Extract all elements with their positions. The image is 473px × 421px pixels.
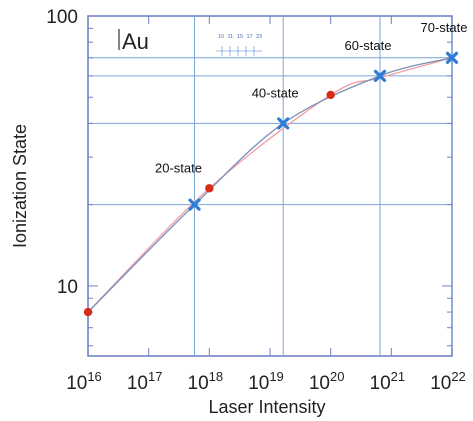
- dot-marker: [326, 90, 335, 100]
- x-marker: [445, 51, 459, 64]
- inset-label: 15: [237, 34, 243, 40]
- x-tick-exponent: 21: [391, 369, 405, 384]
- y-tick-labels: 10 100: [46, 7, 78, 298]
- panel-label: Au: [122, 29, 149, 54]
- dot-marker: [83, 307, 93, 317]
- point-label: 70-state: [421, 20, 468, 35]
- fit-curves: [87, 57, 453, 313]
- x-tick-base: 10: [370, 373, 391, 394]
- x-tick-label: 1022: [430, 369, 466, 394]
- x-tick-base: 10: [430, 373, 451, 394]
- x-tick-base: 10: [248, 373, 269, 394]
- x-axis-label: Laser Intensity: [208, 397, 325, 417]
- x-tick-exponent: 22: [451, 369, 465, 384]
- x-marker-stroke: [188, 198, 201, 211]
- reference-lines: [88, 16, 453, 356]
- point-label: 60-state: [344, 38, 391, 53]
- y-axis-label: Ionization State: [10, 124, 30, 248]
- x-tick-label: 1021: [370, 369, 406, 394]
- x-tick-exponent: 17: [148, 369, 162, 384]
- x-tick-exponent: 20: [330, 369, 344, 384]
- x-tick-exponent: 19: [269, 369, 283, 384]
- x-tick-label: 1018: [188, 369, 224, 394]
- inset-label: 17: [247, 34, 253, 40]
- x-tick-base: 10: [309, 373, 330, 394]
- x-tick-base: 10: [127, 373, 148, 394]
- x-marker-stroke: [445, 51, 459, 64]
- x-tick-label: 1020: [309, 369, 345, 394]
- x-tick-exponent: 16: [87, 369, 101, 384]
- x-tick-label: 1016: [66, 369, 102, 394]
- point-label: 40-state: [252, 85, 299, 100]
- x-marker-stroke: [373, 69, 387, 82]
- inset-labels: 10 11 15 17 23: [218, 34, 262, 40]
- x-tick-base: 10: [188, 373, 209, 394]
- inset-label: 11: [228, 34, 234, 40]
- red-series-curve: [87, 57, 453, 313]
- x-marker: [188, 198, 201, 211]
- data-markers: [83, 51, 459, 317]
- y-tick-label: 100: [46, 7, 78, 28]
- x-tick-labels: 1016 1017 1018 1019 1020 1021 1022: [66, 369, 466, 394]
- x-marker: [277, 117, 290, 130]
- x-tick-label: 1019: [248, 369, 284, 394]
- blue-series-curve: [87, 57, 453, 313]
- y-tick-label: 10: [57, 277, 78, 298]
- x-marker-stroke: [277, 117, 290, 130]
- x-tick-label: 1017: [127, 369, 163, 394]
- dot-marker: [205, 184, 214, 193]
- x-marker: [373, 69, 387, 82]
- inset-label: 23: [256, 34, 262, 40]
- point-label: 20-state: [155, 161, 202, 176]
- point-labels: 20-state 40-state 60-state 70-state: [155, 20, 467, 176]
- inset-label: 10: [218, 34, 224, 40]
- x-tick-base: 10: [66, 373, 87, 394]
- plot-area: [87, 15, 453, 357]
- x-tick-exponent: 18: [209, 369, 223, 384]
- inset-scale: 10 11 15 17 23: [216, 34, 262, 56]
